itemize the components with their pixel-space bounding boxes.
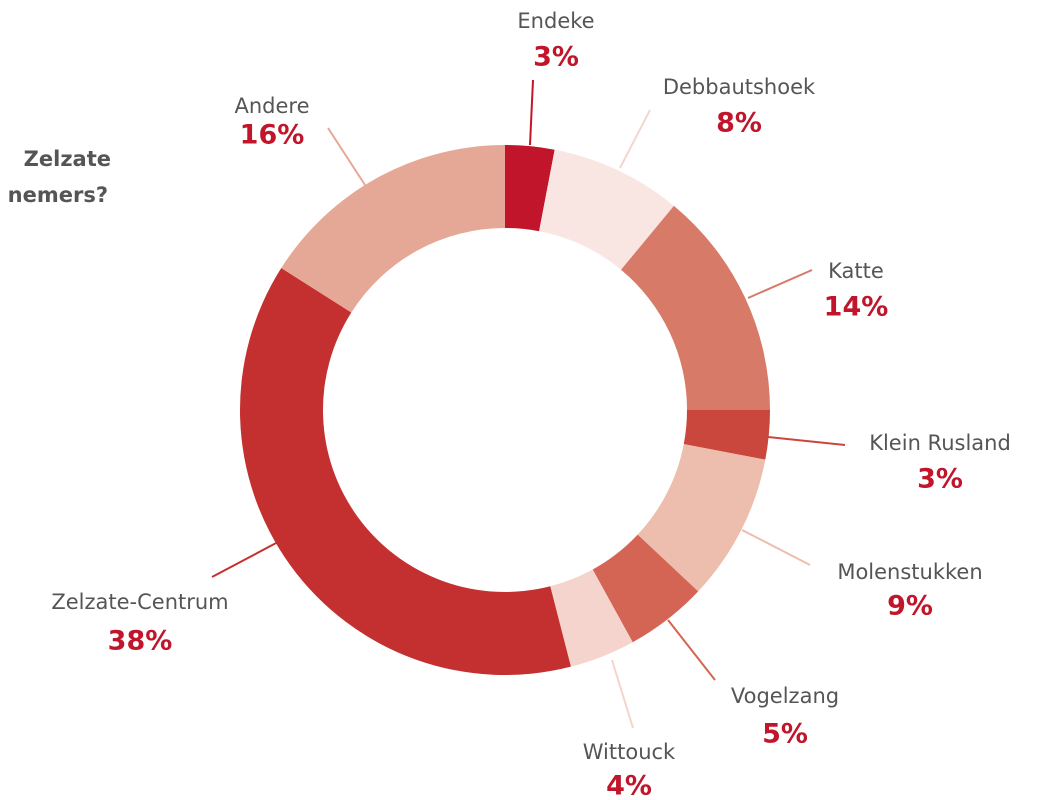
value-label: 38%: [108, 626, 173, 657]
value-label: 8%: [716, 108, 762, 139]
leader-line: [529, 79, 534, 146]
donut-slice: [281, 145, 505, 313]
slice-label: Molenstukken: [837, 560, 982, 584]
value-label: 3%: [917, 464, 963, 495]
slice-label: Debbautshoek: [663, 75, 816, 99]
leader-line: [327, 127, 366, 186]
value-label: 16%: [240, 120, 305, 151]
donut-slice: [505, 145, 555, 232]
donut-slice: [592, 534, 699, 643]
donut-slice: [637, 444, 766, 592]
value-label: 5%: [762, 719, 808, 750]
slice-label: Katte: [828, 259, 884, 283]
value-label: 14%: [824, 292, 889, 323]
donut-slice: [683, 410, 770, 460]
slice-label: Klein Rusland: [869, 431, 1011, 455]
leader-line: [767, 436, 846, 446]
chart-title: Zelzate: [24, 147, 111, 171]
value-label: 4%: [606, 771, 652, 800]
donut-slice: [550, 569, 633, 667]
leader-line: [611, 659, 634, 729]
slice-label: Wittouck: [583, 740, 676, 764]
value-label: 3%: [533, 42, 579, 73]
donut-slice: [621, 205, 770, 410]
leader-line: [667, 619, 716, 681]
leader-line: [747, 269, 813, 299]
leader-line: [619, 109, 651, 169]
slice-label: Zelzate-Centrum: [51, 590, 228, 614]
donut-slice: [539, 149, 674, 270]
value-label: 9%: [887, 591, 933, 622]
chart-title: nemers?: [8, 183, 108, 207]
leader-line: [211, 541, 279, 578]
leader-line: [741, 529, 811, 566]
slice-label: Endeke: [517, 9, 594, 33]
slice-label: Andere: [234, 94, 309, 118]
donut-slice: [239, 268, 571, 676]
slice-label: Vogelzang: [731, 684, 839, 708]
